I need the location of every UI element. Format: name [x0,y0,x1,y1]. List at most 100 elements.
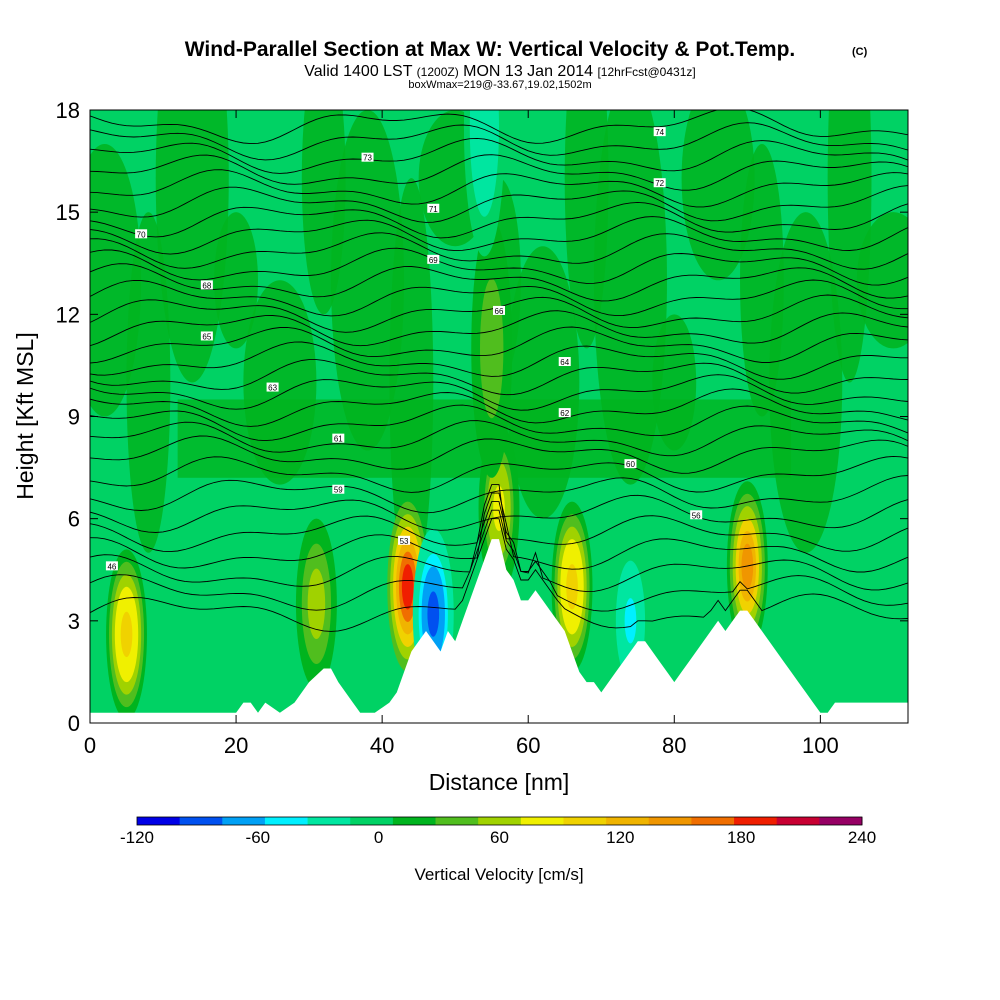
colorbar-bin [776,817,820,825]
isentrope-line [90,247,908,286]
upper-patch [126,212,171,553]
isentrope-label: 65 [200,331,213,341]
isentrope-line [90,326,908,364]
isentrope-label-box [332,484,345,494]
isentrope-label: 59 [332,484,345,495]
velocity-core [427,591,440,637]
colorbar-tick-label: 120 [606,828,634,847]
colorbar-bin [478,817,522,825]
isentrope-line [90,110,908,145]
isentrope-label-text: 62 [560,409,569,418]
isentrope-labels: 46 53 56 59 60 61 62 63 64 65 66 68 69 70 71 72 73 74 [105,127,703,571]
colorbar-bin [137,817,181,825]
isentrope-label-box [398,535,411,545]
isentrope-line [90,455,908,493]
isentrope-label-text: 46 [107,562,116,571]
isentrope-label-text: 65 [202,332,211,341]
subtitle-date: MON 13 Jan 2014 [463,63,593,80]
isentrope-label-text: 71 [429,205,438,214]
y-tick-label: 15 [56,200,80,225]
isentrope-label-text: 63 [268,384,277,393]
upper-patch [214,212,258,349]
isentrope-line [90,137,908,174]
isentrope-label-text: 73 [363,154,372,163]
isentrope-line [90,484,908,553]
isentrope-line [90,169,908,208]
isentrope-line [90,404,908,442]
isentrope-label-text: 74 [655,128,664,137]
isentrope-label: 63 [266,382,279,393]
isentrope-label: 73 [361,152,374,163]
isentrope-label-box [624,459,637,469]
isentrope-line [90,475,908,514]
isentrope-line [90,494,908,533]
y-tick-label: 12 [56,302,80,327]
y-tick-label: 9 [68,405,80,430]
colorbar-bin [307,817,351,825]
velocity-core [493,485,505,532]
y-tick-label: 3 [68,609,80,634]
isentrope-label: 72 [653,178,666,188]
subtitle-fcst: [12hrFcst@0431z] [597,65,695,79]
isentrope-label-text: 53 [400,537,409,546]
isentrope-label: 62 [558,408,571,418]
isentrope-label: 68 [200,280,213,290]
isentrope-label: 60 [624,459,637,469]
isentrope-label-box [558,408,571,418]
isentrope-label-box [427,203,440,213]
colorbar [136,816,863,826]
isentrope-line [90,492,908,573]
isentrope-line [90,279,908,317]
upper-patch [389,178,434,587]
x-tick-label: 80 [662,733,686,758]
isentrope-label: 74 [653,127,666,137]
colorbar-bin [520,817,564,825]
isentrope-label-text: 72 [655,179,664,188]
colorbar-bin [222,817,266,825]
colorbar-tick-label: 240 [848,828,876,847]
x-tick-label: 100 [802,733,839,758]
isentrope-line [90,509,908,612]
velocity-core [401,564,414,610]
isentrope-label-text: 70 [137,230,146,239]
y-axis: 0 3 69 12 15 18 [56,98,908,736]
isentrope-label-text: 60 [626,460,635,469]
isentrope-line [90,310,908,347]
isentrope-label: 56 [690,510,703,520]
upper-patch [155,110,229,383]
colorbar-bin [734,817,778,825]
isentrope-label-box [361,152,374,162]
isentrope-label-box [493,305,505,315]
x-axis: 0 20 40 60 80 100 [84,110,839,758]
y-axis-label: Height [Kft MSL] [12,332,38,499]
upper-patch [681,110,755,281]
isentrope-label: 53 [398,535,411,546]
colorbar-bin [563,817,607,825]
plot-area: 46 53 56 59 60 61 62 63 64 65 66 68 69 70 71 72 73 74 [90,110,908,723]
isentrope-line [90,185,908,223]
isentrope-line [90,122,908,161]
isentrope-label-text: 68 [202,281,211,290]
colorbar-bin [648,817,692,825]
isentrope-label-text: 66 [495,307,504,316]
x-axis-label: Distance [nm] [429,769,570,795]
colorbar-tick-label: -60 [246,828,271,847]
isentrope-line [90,201,908,239]
isentrope-label-box [653,178,666,188]
isentrope-line [90,263,908,302]
isentrope-line [90,341,908,380]
colorbar-bin [606,817,650,825]
isentrope-line [90,154,908,191]
isentrope-line [90,374,908,411]
isentrope-label-box [332,433,345,443]
isentrope-line [90,501,908,593]
colorbar-tick-label: 180 [727,828,755,847]
isentrope-label: 69 [427,254,440,265]
y-tick-label: 18 [56,98,80,123]
isentrope-label: 64 [558,357,571,367]
y-tick-label: 0 [68,711,80,736]
velocity-core [310,581,323,627]
velocity-core [485,318,498,379]
isentrope-line [90,232,908,270]
